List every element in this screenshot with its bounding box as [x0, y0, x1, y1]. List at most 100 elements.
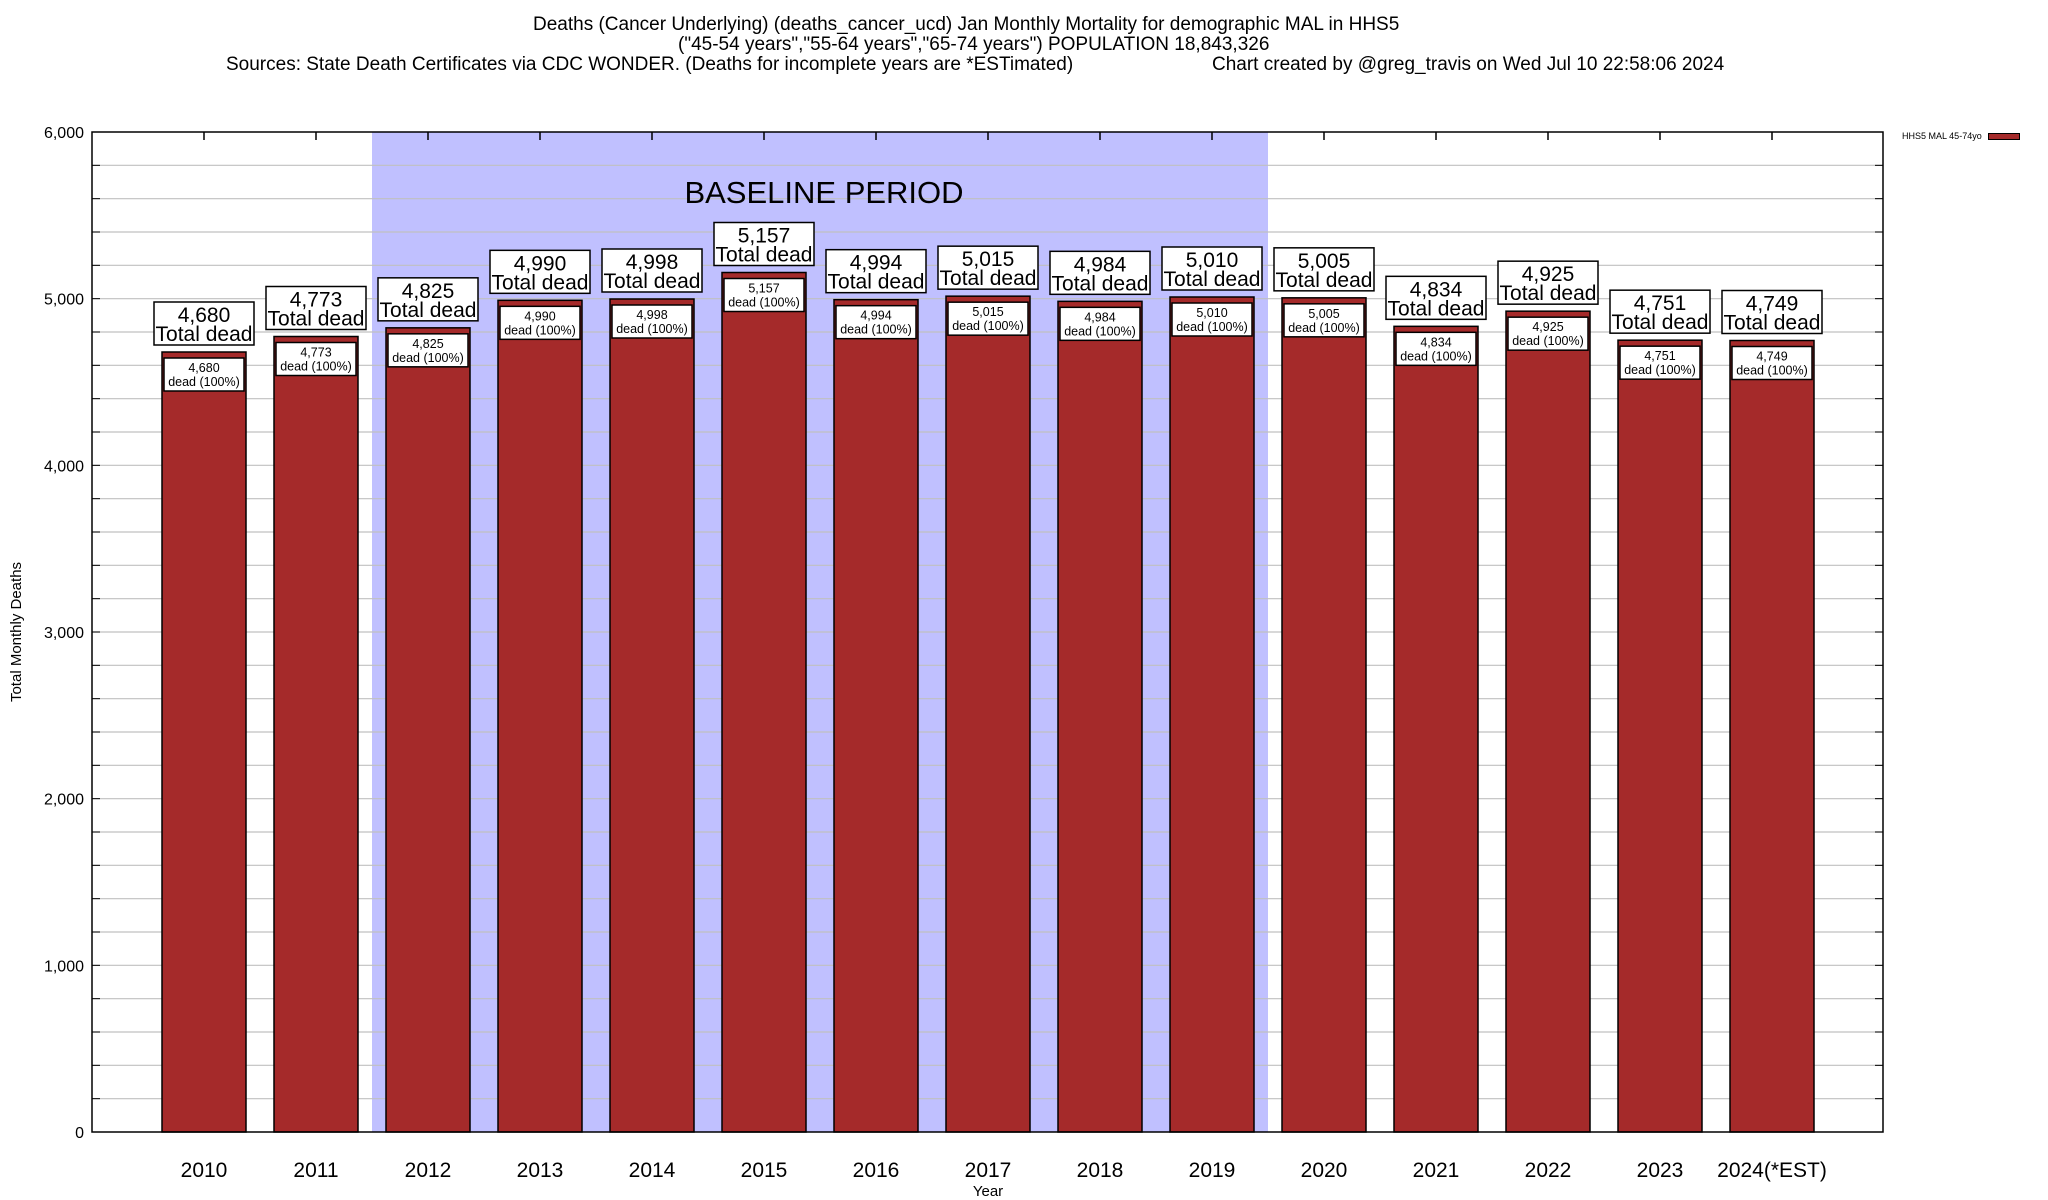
total-label-value: 4,994 [850, 252, 903, 275]
bar [945, 295, 1031, 1133]
x-tick-label: 2023 [1637, 1159, 1684, 1182]
inner-label-box [611, 304, 693, 339]
total-label-value: 4,773 [290, 289, 343, 312]
inner-label-suffix: dead (100%) [280, 360, 352, 374]
title-credit: Chart created by @greg_travis on Wed Jul… [1212, 54, 1725, 75]
total-label-box [1161, 246, 1263, 291]
inner-label-suffix: dead (100%) [168, 375, 240, 389]
inner-label-suffix: dead (100%) [1512, 334, 1584, 348]
inner-label-suffix: dead (100%) [392, 351, 464, 365]
bar [1729, 339, 1815, 1133]
bar [721, 271, 807, 1133]
bar [609, 298, 695, 1133]
total-label-suffix: Total dead [1052, 272, 1149, 295]
inner-label-box [1283, 303, 1365, 338]
total-label-box [825, 248, 927, 294]
total-label-box [1273, 247, 1375, 292]
inner-label-box [499, 305, 581, 341]
x-tick-label: 2014 [629, 1159, 676, 1182]
x-tick-label: 2019 [1189, 1159, 1236, 1182]
total-label-value: 5,015 [962, 248, 1015, 271]
total-label-value: 4,825 [402, 280, 455, 303]
legend-label: HHS5 MAL 45-74yo [1902, 131, 1982, 141]
inner-label-value: 4,773 [300, 346, 331, 360]
total-label-box [1609, 289, 1711, 334]
total-label-box [377, 277, 479, 322]
x-tick-label: 2011 [293, 1159, 338, 1182]
inner-label-suffix: dead (100%) [1624, 363, 1696, 377]
total-label-box [1497, 260, 1599, 305]
total-label-suffix: Total dead [156, 323, 253, 346]
total-label-suffix: Total dead [828, 271, 925, 294]
y-tick-label: 4,000 [44, 458, 84, 475]
inner-label-suffix: dead (100%) [1400, 349, 1472, 363]
inner-label-suffix: dead (100%) [1176, 320, 1248, 334]
total-label-suffix: Total dead [492, 271, 589, 294]
inner-label-value: 4,751 [1644, 349, 1675, 363]
total-label-box [153, 301, 255, 346]
bar [385, 327, 471, 1133]
x-tick-label: 2018 [1077, 1159, 1124, 1182]
total-label-box [1385, 275, 1487, 321]
x-tick-label: 2012 [405, 1159, 452, 1182]
y-axis-title: Total Monthly Deaths [8, 562, 25, 702]
total-label-value: 4,990 [514, 252, 567, 275]
total-label-value: 4,834 [1410, 278, 1463, 301]
total-label-value: 5,005 [1298, 250, 1351, 273]
bar [833, 298, 919, 1133]
x-tick-label: 2024(*EST) [1717, 1159, 1827, 1182]
inner-label-value: 4,925 [1532, 320, 1563, 334]
x-tick-label: 2021 [1413, 1159, 1460, 1182]
total-label-box [1049, 250, 1151, 296]
inner-label-value: 4,998 [636, 308, 667, 322]
x-tick-label: 2016 [853, 1159, 900, 1182]
inner-label-value: 4,994 [860, 309, 891, 323]
total-label-suffix: Total dead [268, 308, 365, 331]
inner-label-suffix: dead (100%) [840, 323, 912, 337]
total-label-value: 4,680 [178, 304, 231, 327]
bar [1393, 325, 1479, 1133]
total-label-value: 4,984 [1074, 253, 1127, 276]
inner-label-box [163, 357, 245, 392]
bar [1505, 310, 1591, 1133]
inner-label-box [387, 333, 469, 368]
y-tick-label: 0 [75, 1125, 84, 1142]
inner-label-box [275, 341, 357, 377]
total-label-suffix: Total dead [716, 244, 813, 267]
y-tick-label: 2,000 [44, 792, 84, 809]
total-label-box [265, 285, 367, 331]
inner-label-value: 4,680 [188, 361, 219, 375]
y-tick-label: 1,000 [44, 958, 84, 975]
total-label-suffix: Total dead [380, 299, 477, 322]
inner-label-suffix: dead (100%) [1064, 324, 1136, 338]
total-label-box [601, 248, 703, 293]
y-tick-label: 5,000 [44, 292, 84, 309]
bar [1169, 296, 1255, 1133]
inner-label-value: 4,990 [524, 309, 555, 323]
x-axis-title: Year [973, 1183, 1003, 1200]
legend-swatch [1987, 132, 2020, 140]
inner-label-value: 5,005 [1308, 307, 1339, 321]
inner-label-box [1619, 345, 1701, 380]
bar [1281, 297, 1367, 1133]
inner-label-suffix: dead (100%) [952, 319, 1024, 333]
x-tick-label: 2013 [517, 1159, 564, 1182]
